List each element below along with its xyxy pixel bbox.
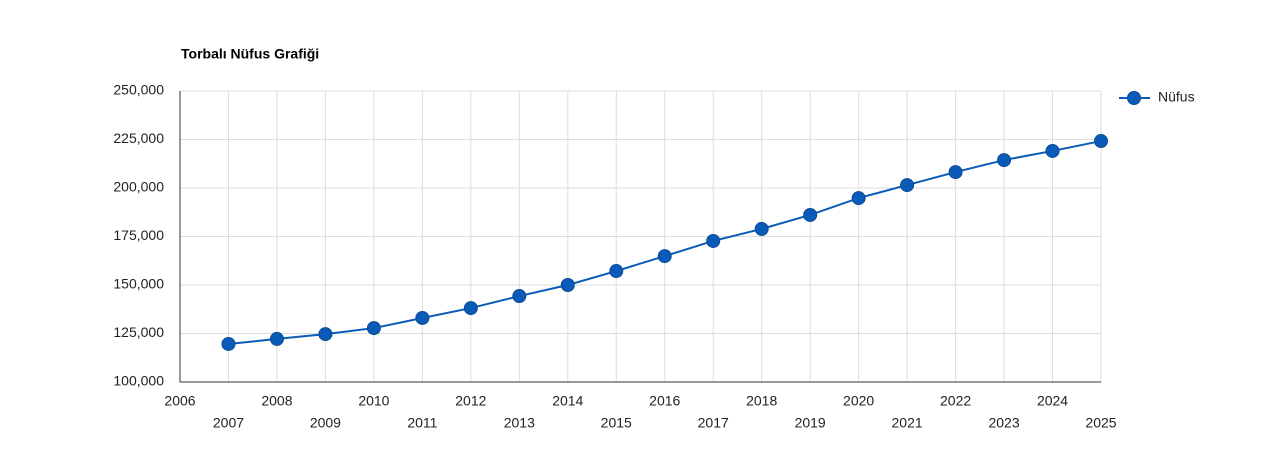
x-tick-label: 2009: [310, 415, 341, 431]
x-tick-label: 2023: [988, 415, 1019, 431]
point: [948, 165, 963, 180]
x-tick-label: 2024: [1037, 393, 1068, 409]
x-tick-label: 2025: [1085, 415, 1116, 431]
point: [1094, 134, 1108, 149]
x-tick-label: 2007: [213, 415, 244, 431]
x-tick-label: 2012: [455, 393, 486, 409]
x-tick-label: 2019: [795, 415, 826, 431]
y-tick-label: 150,000: [113, 276, 164, 292]
y-tick-label: 175,000: [113, 227, 164, 243]
x-tick-label: 2021: [892, 415, 923, 431]
point: [803, 207, 818, 222]
legend-label: Nüfus: [1158, 89, 1195, 105]
point: [415, 310, 430, 325]
point: [706, 233, 721, 248]
y-tick-label: 200,000: [113, 179, 164, 195]
x-tick-label: 2011: [407, 415, 437, 431]
x-tick-label: 2010: [358, 393, 389, 409]
x-tick-label: 2022: [940, 393, 971, 409]
y-tick-label: 125,000: [113, 324, 164, 340]
x-tick-label: 2016: [649, 393, 680, 409]
x-tick-label: 2013: [504, 415, 535, 431]
point: [900, 178, 915, 193]
point: [221, 336, 236, 351]
point: [1045, 143, 1060, 158]
y-tick-label: 225,000: [113, 130, 164, 146]
chart-title: Torbalı Nüfus Grafiği: [181, 46, 319, 62]
point: [657, 249, 672, 264]
point: [609, 264, 624, 279]
y-tick-label: 100,000: [113, 373, 164, 389]
y-tick-label: 250,000: [113, 82, 164, 98]
x-tick-label: 2015: [601, 415, 632, 431]
x-tick-label: 2006: [164, 393, 195, 409]
point: [851, 191, 866, 206]
legend-marker: [1127, 91, 1141, 105]
point: [754, 221, 769, 236]
point: [366, 321, 381, 336]
x-tick-label: 2017: [698, 415, 729, 431]
point: [463, 301, 478, 316]
x-tick-label: 2020: [843, 393, 874, 409]
point: [318, 327, 333, 342]
point: [512, 289, 527, 304]
point: [560, 278, 575, 292]
x-tick-label: 2014: [552, 393, 583, 409]
x-tick-label: 2018: [746, 393, 777, 409]
point: [269, 331, 284, 346]
x-tick-label: 2008: [261, 393, 292, 409]
point: [997, 153, 1012, 168]
